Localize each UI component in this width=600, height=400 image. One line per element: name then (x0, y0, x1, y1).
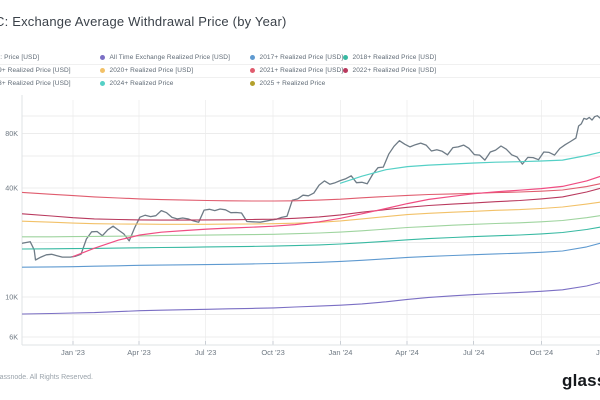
series-line-y2019 (22, 215, 600, 238)
legend-item-label: 2019+ Realized Price [USD] (0, 67, 71, 75)
legend-item[interactable]: 2019+ Realized Price [USD] (0, 64, 71, 77)
legend-column-1: BTC: Price [USD] 2019+ Realized Price [US… (0, 52, 71, 90)
x-tick-label: Jul '23 (195, 348, 216, 357)
legend-item[interactable]: 2018+ Realized Price [USD] (342, 52, 437, 65)
series-line-y2020 (22, 201, 600, 225)
legend-item[interactable]: 2017+ Realized Price [USD] (249, 52, 344, 65)
x-tick-label: Jul '24 (463, 348, 484, 357)
legend-item-label: 2022+ Realized Price [USD] (352, 67, 437, 75)
legend-column-3: 2017+ Realized Price [USD] 2021+ Realized… (249, 52, 344, 90)
legend-item-label: BTC: Price [USD] (0, 54, 40, 62)
legend-separator (0, 76, 600, 78)
legend-item-label: 2020+ Realized Price [USD] (109, 67, 194, 75)
series-line-y2017 (22, 242, 600, 268)
x-tick-label: Jan '24 (329, 348, 353, 357)
series-group (22, 115, 600, 315)
legend-item[interactable]: BTC: Price [USD] (0, 52, 71, 65)
x-tick-label: Apr '24 (395, 348, 419, 357)
legend-separator (0, 64, 600, 65)
glassnode-logo: glassnode (562, 371, 600, 390)
series-line-y2024 (339, 151, 600, 184)
legend-item-label: 2018+ Realized Price [USD] (352, 54, 437, 62)
legend-dot-icon (342, 55, 348, 61)
y-tick-label: 6K (9, 333, 18, 342)
x-tick-label: Jan '23 (61, 348, 85, 357)
series-line-y2022 (22, 187, 600, 221)
legend-dot-icon (99, 68, 105, 74)
legend-column-4: 2018+ Realized Price [USD] 2022+ Realized… (342, 52, 437, 77)
legend-dot-icon (342, 68, 348, 74)
legend-item[interactable]: 2021+ Realized Price [USD] (249, 64, 344, 77)
x-tick-label: Oct '23 (261, 348, 285, 357)
y-tick-label: 80K (5, 129, 18, 138)
page-title: BTC: Exchange Average Withdrawal Price (… (0, 14, 287, 29)
x-tick-label: Apr '23 (127, 348, 151, 357)
legend-item[interactable]: 2023+ Realized Price [USD] (0, 77, 71, 90)
legend-item-label: 2017+ Realized Price [USD] (259, 54, 344, 62)
series-line-y2018 (22, 226, 600, 250)
series-line-y2023 (72, 175, 600, 258)
legend-item[interactable]: 2020+ Realized Price [USD] (99, 64, 231, 77)
legend-item[interactable]: 2025 + Realized Price (249, 77, 344, 90)
series-line-y2021 (22, 183, 600, 202)
legend-column-2: All Time Exchange Realized Price [USD] 20… (99, 52, 231, 90)
legend-dot-icon (249, 55, 255, 61)
legend-dot-icon (99, 80, 105, 86)
copyright-text: © 2025 Glassnode. All Rights Reserved. (0, 374, 94, 381)
x-tick-label: Oct '24 (530, 348, 554, 357)
legend-dot-icon (99, 55, 105, 61)
legend-item[interactable]: All Time Exchange Realized Price [USD] (99, 52, 231, 65)
series-line-all_time (22, 282, 600, 315)
y-tick-label: 40K (5, 183, 18, 192)
legend-item-label: 2023+ Realized Price [USD] (0, 79, 71, 87)
legend-item-label: 2021+ Realized Price [USD] (259, 67, 344, 75)
legend-item-label: 2025 + Realized Price (259, 79, 326, 87)
legend-dot-icon (249, 80, 255, 86)
legend-dot-icon (249, 68, 255, 74)
x-tick-label: Jan '25 (596, 348, 600, 357)
legend-item[interactable]: 2022+ Realized Price [USD] (342, 64, 437, 77)
legend-item-label: All Time Exchange Realized Price [USD] (109, 54, 230, 62)
y-tick-label: 10K (5, 292, 18, 301)
legend-item[interactable]: 2024+ Realized Price (99, 77, 231, 90)
legend-item-label: 2024+ Realized Price (109, 79, 174, 87)
